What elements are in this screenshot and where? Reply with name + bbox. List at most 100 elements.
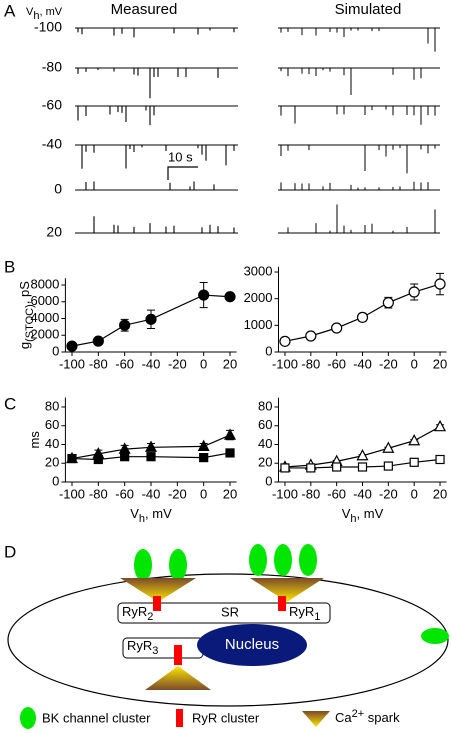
label-main: Ca xyxy=(335,710,352,725)
x-tick-label: 20 xyxy=(433,486,447,501)
x-tick-label: 0 xyxy=(200,356,207,371)
y-tick-label: 80 xyxy=(258,398,272,413)
trace xyxy=(75,27,238,38)
panel-label: B xyxy=(4,257,15,276)
panel-label: D xyxy=(4,542,16,561)
y-tick-label: 20 xyxy=(258,455,272,470)
x-tick-label: 20 xyxy=(433,356,447,371)
scale-bar xyxy=(167,166,198,180)
bk-cluster xyxy=(249,544,267,576)
trace xyxy=(75,216,238,234)
trace xyxy=(278,204,440,234)
point xyxy=(67,453,77,464)
legend-text: BK channel cluster xyxy=(42,710,151,725)
label-rest: , pS xyxy=(17,281,32,304)
x-tick-label: -20 xyxy=(168,356,187,371)
panel-label: C xyxy=(4,394,16,413)
sr-label: SR xyxy=(221,604,239,619)
y-tick-label: 0 xyxy=(52,473,59,488)
x-tick-label: -100 xyxy=(59,486,85,501)
row-label: -80 xyxy=(42,59,62,75)
point xyxy=(280,463,290,473)
point xyxy=(66,340,78,352)
point xyxy=(199,453,209,463)
row-label: -40 xyxy=(42,136,62,152)
trace xyxy=(278,27,440,52)
y-tick-label: 4000 xyxy=(30,310,59,325)
x-tick-label: 20 xyxy=(223,486,237,501)
x-tick-label: 0 xyxy=(411,486,418,501)
row-label: 20 xyxy=(46,224,62,240)
sr xyxy=(117,602,331,624)
axis-label: Vh, mV xyxy=(342,506,384,524)
legend-swatch xyxy=(20,707,36,729)
label-main: RyR xyxy=(122,604,147,619)
axis-label: ms xyxy=(27,431,42,449)
label-rest: , mV xyxy=(39,6,62,18)
point xyxy=(382,297,394,309)
trace xyxy=(75,144,238,169)
x-tick-label: 20 xyxy=(223,356,237,371)
bk-cluster xyxy=(169,549,187,581)
point xyxy=(434,278,446,290)
x-tick-label: -80 xyxy=(89,356,108,371)
series-line xyxy=(71,434,231,460)
point xyxy=(305,330,317,342)
nucleus xyxy=(197,624,307,666)
x-tick-label: -20 xyxy=(379,356,398,371)
label-main: RyR xyxy=(127,638,152,653)
point xyxy=(145,440,157,452)
point xyxy=(225,448,235,458)
label-rest: spark xyxy=(364,710,400,725)
axis-label: g(STOC), pS xyxy=(17,281,35,349)
legend-swatch xyxy=(176,709,183,727)
x-tick-label: -80 xyxy=(301,486,320,501)
label-main: V xyxy=(130,506,139,521)
point xyxy=(92,335,104,347)
row-label: -60 xyxy=(42,97,62,113)
ryr-label: RyR3 xyxy=(127,638,158,656)
bk-cluster xyxy=(274,544,292,576)
point xyxy=(197,439,210,451)
x-tick-label: -60 xyxy=(115,486,134,501)
label-sub: h xyxy=(33,10,39,22)
label-sub: h xyxy=(139,513,145,525)
ca-spark xyxy=(120,578,196,602)
ryr-cluster xyxy=(278,596,286,611)
label-main: g xyxy=(17,342,32,349)
y-tick-label: 20 xyxy=(45,455,59,470)
trace xyxy=(278,105,440,125)
point xyxy=(224,291,236,303)
x-tick-label: 0 xyxy=(200,486,207,501)
x-tick-label: -80 xyxy=(89,486,108,501)
trace xyxy=(278,181,440,191)
y-tick-label: 3000 xyxy=(244,263,273,278)
y-tick-label: 1000 xyxy=(244,317,273,332)
ryr-cluster xyxy=(153,596,161,611)
y-tick-label: 40 xyxy=(45,436,59,451)
x-tick-label: -60 xyxy=(327,356,346,371)
y-tick-label: 8000 xyxy=(30,276,59,291)
point xyxy=(356,448,369,461)
point xyxy=(198,289,210,301)
column-title: Simulated xyxy=(335,1,402,18)
point xyxy=(145,313,157,325)
bk-cluster xyxy=(134,549,152,581)
point xyxy=(119,319,131,331)
row-label: 0 xyxy=(54,181,62,197)
y-tick-label: 60 xyxy=(258,417,272,432)
x-tick-label: -80 xyxy=(301,356,320,371)
label-sub: (STOC) xyxy=(24,304,36,342)
point xyxy=(383,461,393,471)
y-tick-label: 0 xyxy=(265,473,272,488)
y-tick-label: 0 xyxy=(52,343,59,358)
x-tick-label: -100 xyxy=(272,486,298,501)
ryr-label: RyR2 xyxy=(122,604,153,622)
label-main: V xyxy=(26,6,34,18)
y-tick-label: 6000 xyxy=(30,293,59,308)
trace xyxy=(75,67,238,99)
row-label: -100 xyxy=(34,19,62,35)
x-tick-label: -100 xyxy=(272,356,298,371)
x-tick-label: -60 xyxy=(115,356,134,371)
